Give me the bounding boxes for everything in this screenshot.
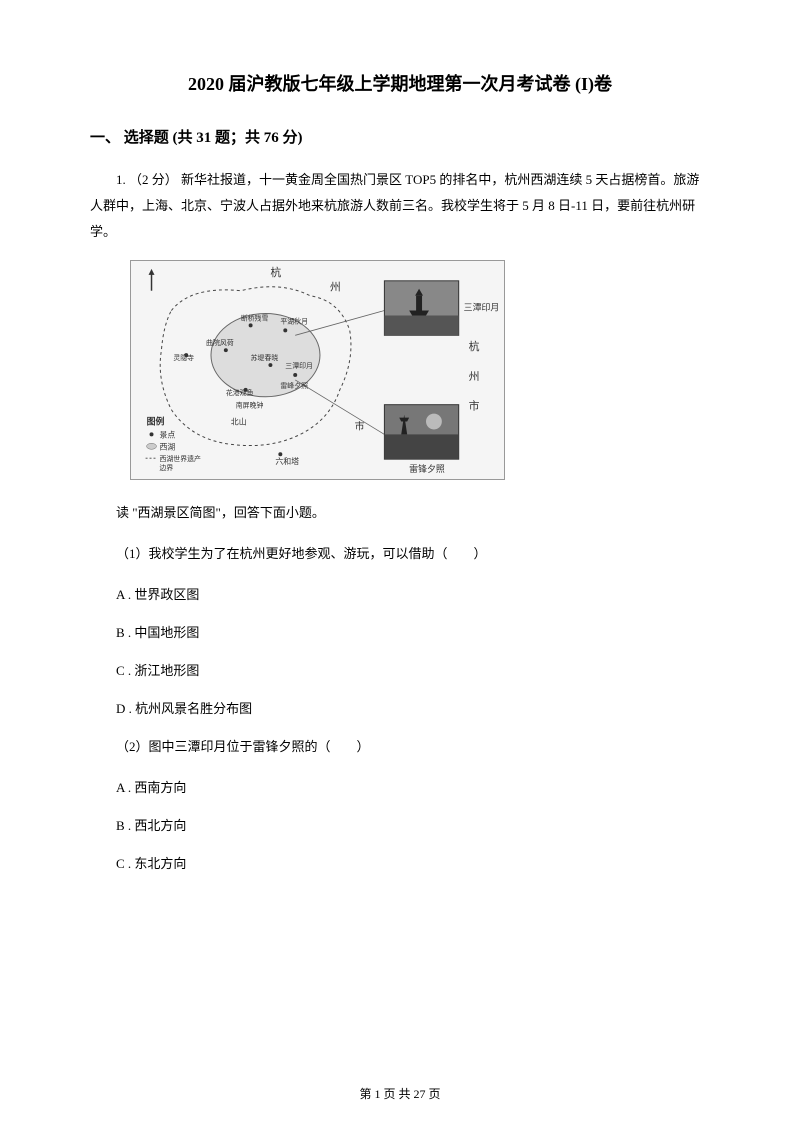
photo-label-1: 三潭印月 <box>464 302 500 313</box>
sub-question-2: （2）图中三潭印月位于雷锋夕照的（ ） <box>90 734 710 760</box>
svg-text:曲院风荷: 曲院风荷 <box>206 338 234 347</box>
option-1b: B . 中国地形图 <box>90 620 710 646</box>
section-name: 选择题 <box>124 130 169 146</box>
svg-text:市: 市 <box>355 419 365 432</box>
svg-text:雷峰夕照: 雷峰夕照 <box>280 381 308 390</box>
option-2b: B . 西北方向 <box>90 813 710 839</box>
sub-question-1: （1）我校学生为了在杭州更好地参观、游玩，可以借助（ ） <box>90 541 710 567</box>
svg-text:南屏晚钟: 南屏晚钟 <box>236 401 264 410</box>
map-figure: 杭 州 断桥残雪 平湖秋月 曲院风荷 苏堤春晓 三潭印月 雷峰夕照 花港观鱼 南… <box>130 260 505 480</box>
svg-text:边界: 边界 <box>159 463 173 472</box>
svg-text:三潭印月: 三潭印月 <box>285 361 313 370</box>
option-1a: A . 世界政区图 <box>90 582 710 608</box>
option-1c: C . 浙江地形图 <box>90 658 710 684</box>
svg-text:花港观鱼: 花港观鱼 <box>226 388 254 397</box>
svg-text:苏堤春晓: 苏堤春晓 <box>251 353 279 362</box>
svg-text:北山: 北山 <box>231 417 247 427</box>
svg-text:杭: 杭 <box>469 339 480 353</box>
footer-total: 27 <box>414 1087 426 1101</box>
question-text: 新华社报道，十一黄金周全国热门景区 TOP5 的排名中，杭州西湖连续 5 天占据… <box>90 172 699 239</box>
photo-label-2: 雷锋夕照 <box>409 463 445 474</box>
svg-text:六和塔: 六和塔 <box>275 456 299 466</box>
footer-prefix: 第 <box>359 1087 374 1101</box>
question-number: 1. <box>116 172 126 187</box>
section-header: 一、 选择题 (共 31 题；共 76 分) <box>90 126 710 147</box>
svg-text:州: 州 <box>469 371 480 383</box>
footer-suffix: 页 <box>426 1087 441 1101</box>
map-label-hang: 杭 <box>270 265 281 279</box>
option-2a: A . 西南方向 <box>90 775 710 801</box>
svg-text:市: 市 <box>469 399 480 413</box>
svg-text:图例: 图例 <box>147 416 165 427</box>
question-instruction: 读 "西湖景区简图"，回答下面小题。 <box>90 500 710 526</box>
map-label-zhou: 州 <box>330 282 341 294</box>
question-1-intro: 1. （2 分） 新华社报道，十一黄金周全国热门景区 TOP5 的排名中，杭州西… <box>90 167 710 245</box>
svg-text:景点: 景点 <box>159 430 175 439</box>
west-lake-map: 杭 州 断桥残雪 平湖秋月 曲院风荷 苏堤春晓 三潭印月 雷峰夕照 花港观鱼 南… <box>131 261 504 479</box>
section-count: (共 31 题；共 76 分) <box>173 130 303 146</box>
section-number: 一、 <box>90 130 120 146</box>
option-1d: D . 杭州风景名胜分布图 <box>90 696 710 722</box>
svg-text:西湖世界遗产: 西湖世界遗产 <box>159 454 201 463</box>
svg-text:西湖: 西湖 <box>159 442 175 451</box>
svg-text:灵隐寺: 灵隐寺 <box>173 353 194 362</box>
svg-text:断桥残雪: 断桥残雪 <box>241 313 269 322</box>
footer-mid: 页 共 <box>380 1087 413 1101</box>
question-points: （2 分） <box>129 172 178 187</box>
svg-text:平湖秋月: 平湖秋月 <box>280 316 308 325</box>
exam-title: 2020 届沪教版七年级上学期地理第一次月考试卷 (I)卷 <box>90 70 710 96</box>
option-2c: C . 东北方向 <box>90 851 710 877</box>
page-footer: 第 1 页 共 27 页 <box>0 1085 800 1102</box>
